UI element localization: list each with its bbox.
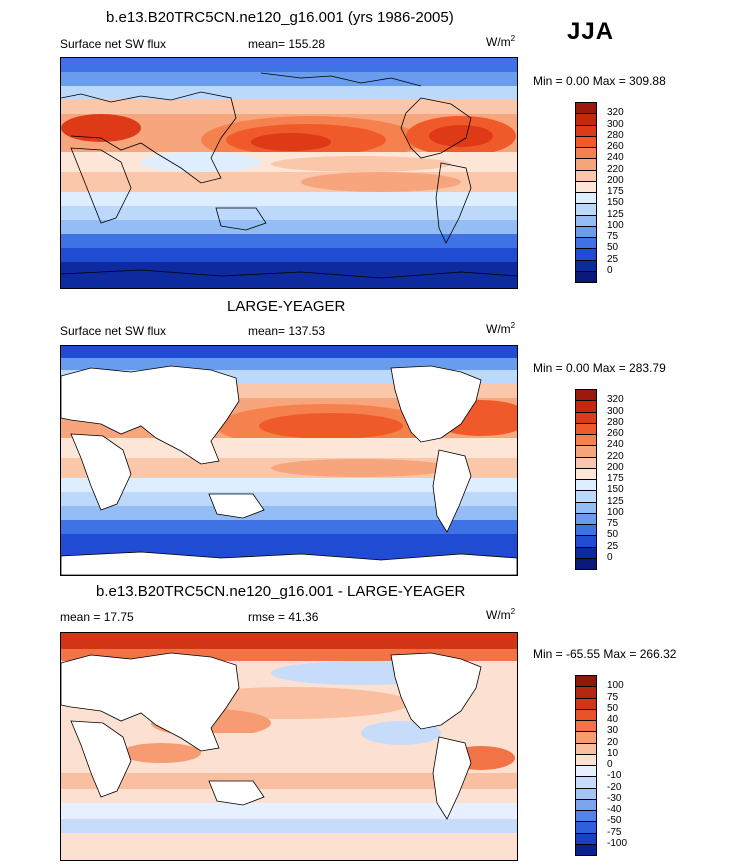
panel-3-minmax: Min = -65.55 Max = 266.32: [533, 647, 677, 661]
colorbar-tick-label: -75: [607, 826, 622, 838]
panel-3-title: b.e13.B20TRC5CN.ne120_g16.001 - LARGE-YE…: [96, 583, 466, 600]
colorbar-tick-label: 300: [607, 118, 624, 130]
panel-3-map-svg: [61, 633, 517, 860]
colorbar-tick-label: 280: [607, 416, 624, 428]
colorbar-tick-label: 50: [607, 242, 619, 254]
panel-1-map: [60, 57, 518, 289]
colorbar-tick-label: 240: [607, 152, 624, 164]
colorbar-tick-label: -50: [607, 815, 622, 827]
colorbar-tick-label: 10: [607, 747, 619, 759]
colorbar-tick-label: 100: [607, 219, 624, 231]
panel-1-units: W/m2: [486, 34, 516, 49]
panel-2-map: [60, 345, 518, 576]
panel-1-map-svg: [61, 58, 517, 288]
panel-2-map-svg: [61, 346, 517, 575]
colorbar-tick-label: 200: [607, 174, 624, 186]
colorbar-tick-label: 300: [607, 405, 624, 417]
colorbar-tick-label: 20: [607, 736, 619, 748]
panel-1-colorbar: 320 300 280 260 240 220 200 175 150 125 100 75 50 25 0: [575, 102, 624, 283]
colorbar-tick-label: 260: [607, 141, 624, 152]
colorbar-tick-label: 175: [607, 473, 624, 484]
colorbar-tick-label: 25: [607, 253, 619, 265]
colorbar-tick-label: 50: [607, 529, 619, 541]
panel-1-mean-label: mean= 155.28: [248, 37, 326, 51]
colorbar-tick-label: -20: [607, 781, 622, 793]
colorbar-tick-label: -30: [607, 792, 622, 804]
colorbar-tick-label: 175: [607, 186, 624, 197]
colorbar-tick-label: 50: [607, 702, 619, 714]
colorbar-tick-label: 25: [607, 540, 619, 552]
colorbar-tick-label: 100: [607, 506, 624, 518]
colorbar-tick-label: -10: [607, 770, 622, 782]
colorbar-swatch: [575, 557, 597, 570]
colorbar-swatch: [575, 270, 597, 283]
panel-3-map: [60, 632, 518, 861]
colorbar-tick-label: 280: [607, 129, 624, 141]
colorbar-tick-label: -100: [607, 837, 628, 849]
colorbar-tick-label: 0: [607, 264, 613, 276]
panel-1-minmax: Min = 0.00 Max = 309.88: [533, 74, 666, 88]
colorbar-tick-label: 75: [607, 231, 619, 242]
panel-2-field-label: Surface net SW flux: [60, 324, 167, 338]
panel-3-mean-label: mean = 17.75: [60, 610, 134, 624]
colorbar-tick-label: 40: [607, 714, 619, 725]
colorbar-tick-label: -40: [607, 804, 622, 815]
colorbar-tick-label: 0: [607, 551, 613, 563]
panel-1-field-label: Surface net SW flux: [60, 37, 167, 51]
panel-2-mean-label: mean= 137.53: [248, 324, 326, 338]
colorbar-tick-label: 320: [607, 394, 624, 406]
colorbar-tick-label: 150: [607, 197, 624, 209]
panel-2-title: LARGE-YEAGER: [227, 298, 346, 315]
colorbar-tick-label: 220: [607, 450, 624, 462]
panel-2-minmax: Min = 0.00 Max = 283.79: [533, 361, 666, 375]
colorbar-tick-label: 320: [607, 107, 624, 119]
colorbar-tick-label: 220: [607, 163, 624, 175]
panel-2-colorbar: 320 300 280 260 240 220 200 175 150 125 100 75 50 25 0: [575, 389, 624, 570]
colorbar-tick-label: 30: [607, 725, 619, 737]
colorbar-swatch: [575, 843, 597, 856]
colorbar-tick-label: 260: [607, 428, 624, 439]
colorbar-tick-label: 240: [607, 439, 624, 451]
colorbar-tick-label: 125: [607, 495, 624, 507]
colorbar-tick-label: 125: [607, 208, 624, 220]
panel-1-title: b.e13.B20TRC5CN.ne120_g16.001 (yrs 1986-…: [106, 9, 454, 26]
panel-3-units: W/m2: [486, 607, 516, 622]
colorbar-tick-label: 150: [607, 484, 624, 496]
colorbar-tick-label: 75: [607, 518, 619, 529]
colorbar-tick-label: 0: [607, 759, 613, 770]
colorbar-tick-label: 100: [607, 680, 624, 692]
season-label: JJA: [567, 18, 615, 45]
panel-3-colorbar: 100 75 50 40 30 20 10 0 -10 -20 -30 -40 -50 -75 -100: [575, 675, 627, 856]
colorbar-tick-label: 75: [607, 691, 619, 703]
panel-2-units: W/m2: [486, 321, 516, 336]
panel-3-rmse-label: rmse = 41.36: [248, 610, 319, 624]
colorbar-tick-label: 200: [607, 461, 624, 473]
